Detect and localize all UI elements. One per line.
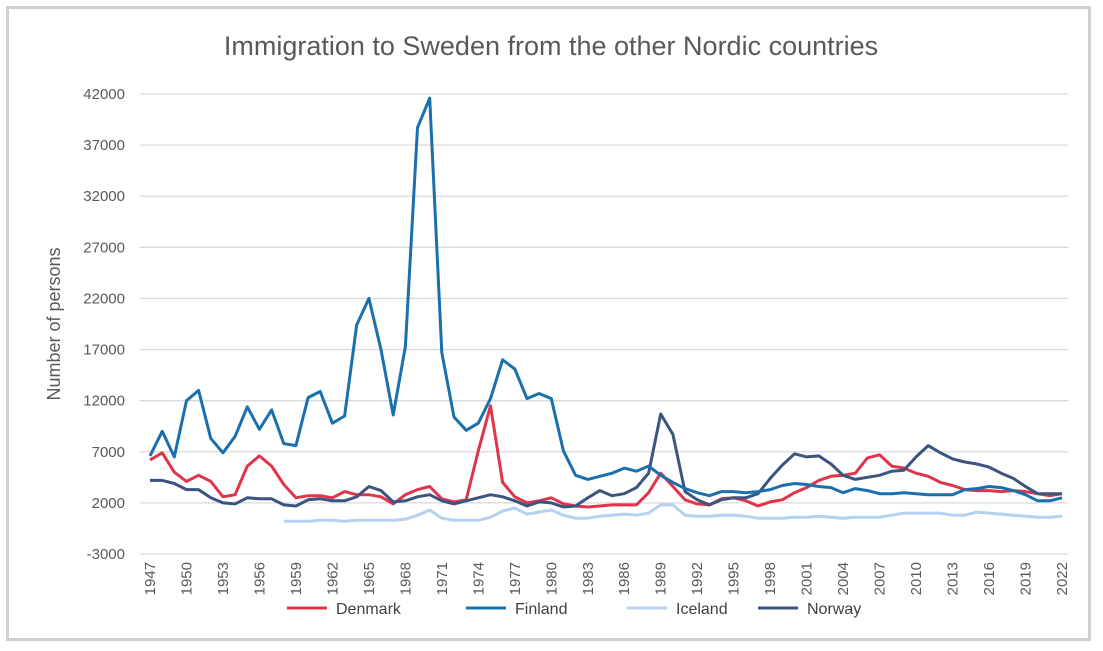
x-tick-label: 2022 <box>1054 562 1071 595</box>
x-tick-label: 2016 <box>981 562 998 595</box>
legend-label: Denmark <box>336 601 402 618</box>
x-tick-label: 1986 <box>616 562 633 595</box>
y-tick-label: 12000 <box>83 393 125 410</box>
x-tick-label: 1995 <box>726 562 743 595</box>
x-tick-label: 1968 <box>397 562 414 595</box>
x-tick-label: 2007 <box>872 562 889 595</box>
x-tick-label: 1956 <box>251 562 268 595</box>
x-tick-label: 2001 <box>799 562 816 595</box>
x-tick-label: 2019 <box>1018 562 1035 595</box>
x-tick-label: 1959 <box>288 562 305 595</box>
x-tick-label: 1989 <box>653 562 670 595</box>
chart-title: Immigration to Sweden from the other Nor… <box>224 31 878 61</box>
x-tick-label: 1947 <box>142 562 159 595</box>
series-line-iceland <box>283 503 1063 523</box>
y-tick-label: 27000 <box>83 239 125 256</box>
x-tick-label: 1977 <box>507 562 524 595</box>
x-tick-label: 1971 <box>434 562 451 595</box>
x-tick-label: 2010 <box>908 562 925 595</box>
legend-item-finland: Finland <box>466 601 567 618</box>
y-tick-label: 2000 <box>92 495 125 512</box>
x-tick-label: 1965 <box>361 562 378 595</box>
legend-item-norway: Norway <box>758 601 861 618</box>
legend-label: Norway <box>807 601 861 618</box>
y-tick-label: 22000 <box>83 290 125 307</box>
x-tick-label: 1980 <box>543 562 560 595</box>
legend-label: Finland <box>515 601 567 618</box>
y-tick-label: 7000 <box>92 444 125 461</box>
legend-label: Iceland <box>676 601 728 618</box>
series-line-denmark <box>149 404 1063 509</box>
y-tick-label: 42000 <box>83 86 125 103</box>
legend-item-iceland: Iceland <box>627 601 728 618</box>
x-tick-label: 2004 <box>835 562 852 595</box>
x-tick-label: 2013 <box>945 562 962 595</box>
chart-frame <box>6 6 1091 641</box>
x-tick-label: 1983 <box>580 562 597 595</box>
series-line-finland <box>148 96 1063 503</box>
x-tick-label: 1998 <box>762 562 779 595</box>
y-tick-label: 32000 <box>83 188 125 205</box>
y-tick-label: -3000 <box>87 546 125 563</box>
x-tick-label: 1953 <box>215 562 232 595</box>
y-axis-label: Number of persons <box>44 247 64 400</box>
series-line-norway <box>150 412 1062 509</box>
x-tick-label: 1992 <box>689 562 706 595</box>
x-tick-label: 1950 <box>178 562 195 595</box>
legend-item-denmark: Denmark <box>287 601 402 618</box>
y-tick-label: 17000 <box>83 342 125 359</box>
y-tick-label: 37000 <box>83 137 125 154</box>
x-tick-label: 1962 <box>324 562 341 595</box>
x-tick-label: 1974 <box>470 562 487 595</box>
